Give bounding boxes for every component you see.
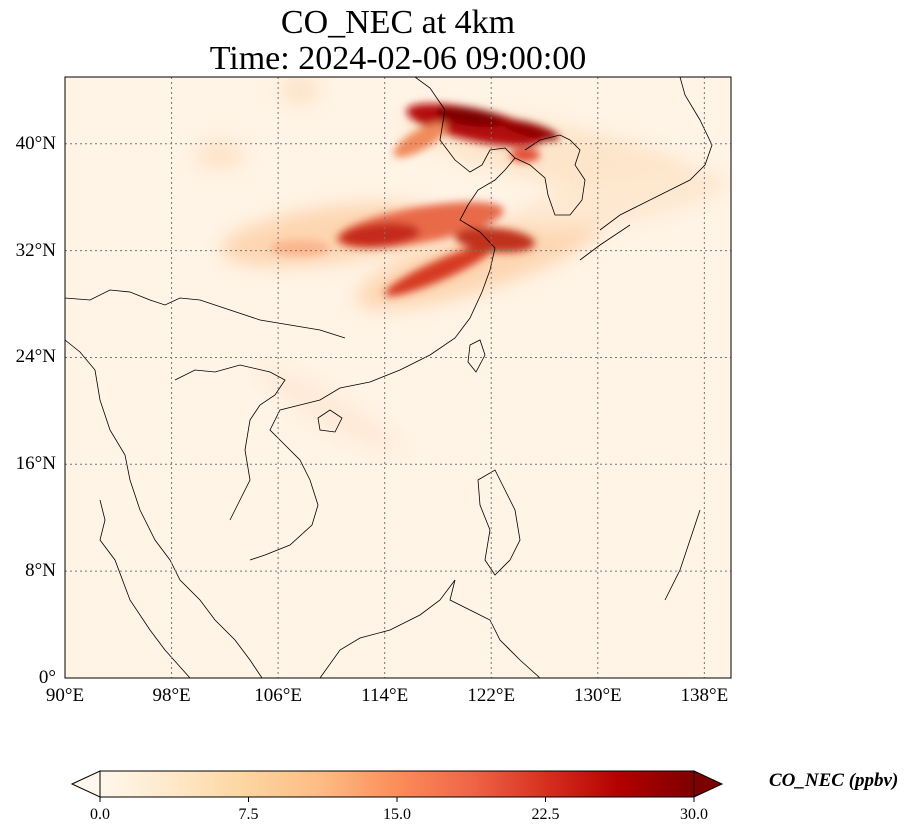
colorbar — [70, 770, 724, 802]
concentration-field — [65, 77, 731, 678]
lon-tick-label: 90°E — [45, 685, 85, 706]
colorbar-tick-label: 22.5 — [531, 806, 560, 823]
lat-tick-label: 0° — [38, 667, 56, 688]
lat-tick-label: 32°N — [15, 239, 56, 261]
lon-tick-label: 106°E — [254, 685, 302, 706]
map-time-subtitle: Time: 2024-02-06 09:00:00 — [209, 40, 587, 77]
lon-tick-label: 122°E — [467, 685, 516, 706]
coastlines — [65, 77, 713, 678]
colorbar-tick-label: 15.0 — [383, 806, 411, 823]
colorbar-max-extend — [693, 770, 724, 798]
gridlines — [65, 77, 731, 678]
lon-tick-label: 130°E — [573, 685, 622, 706]
lat-tick-label: 16°N — [15, 453, 56, 475]
lat-tick-label: 8°N — [25, 560, 56, 582]
map-frame — [64, 76, 732, 679]
lon-tick-label: 138°E — [680, 685, 729, 706]
lon-tick-label: 98°E — [152, 685, 191, 706]
map-title: CO_NEC at 4km — [280, 4, 516, 41]
colorbar-min-extend — [70, 770, 101, 798]
lon-tick-label: 114°E — [361, 685, 409, 706]
colorbar-label: CO_NEC (ppbv) — [769, 770, 899, 791]
colorbar-tick-label: 0.0 — [90, 806, 110, 823]
lat-tick-label: 24°N — [15, 346, 56, 368]
colorbar-tick-label: 30.0 — [680, 806, 708, 823]
lat-tick-label: 40°N — [15, 132, 56, 154]
colorbar-tick-label: 7.5 — [238, 806, 259, 823]
